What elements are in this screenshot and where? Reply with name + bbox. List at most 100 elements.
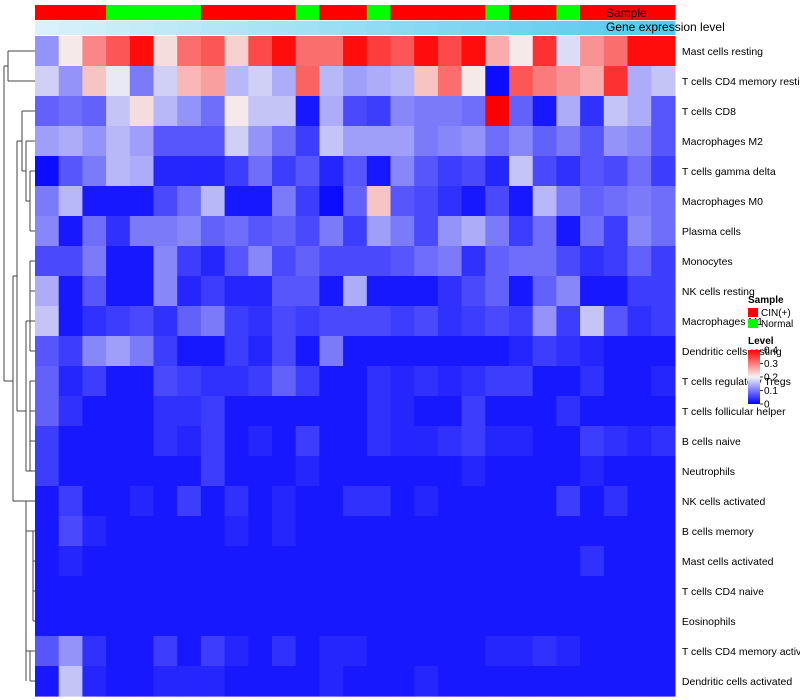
heatmap-cell — [319, 126, 344, 157]
heatmap-cell — [177, 456, 202, 487]
heatmap-cell — [414, 666, 439, 697]
heatmap-cell — [177, 216, 202, 247]
heatmap-cell — [580, 306, 605, 337]
sample-cell — [272, 5, 297, 20]
heatmap-cell — [153, 366, 178, 397]
heatmap-cell — [509, 546, 534, 577]
heatmap-cell — [627, 486, 652, 517]
sample-cell — [532, 5, 557, 20]
heatmap-cell — [485, 306, 510, 337]
heatmap-cell — [366, 246, 392, 277]
heatmap-cell — [106, 276, 131, 307]
heatmap-cell — [485, 366, 510, 397]
heatmap-cell — [319, 306, 344, 337]
heatmap-cell — [556, 606, 581, 637]
heatmap-cell — [177, 36, 202, 67]
heatmap-cell — [153, 666, 178, 697]
heatmap-cell — [556, 456, 581, 487]
heatmap-cell — [532, 276, 557, 307]
heatmap-cell — [366, 36, 392, 67]
heatmap-cell — [532, 36, 557, 67]
heatmap-cell — [556, 396, 581, 427]
heatmap-cell — [509, 426, 534, 457]
heatmap-cell — [106, 306, 131, 337]
heatmap-cell — [461, 336, 486, 367]
heatmap-cell — [414, 186, 439, 217]
heatmap-cell — [651, 456, 676, 487]
heatmap-cell — [627, 306, 652, 337]
heatmap-cell — [295, 36, 320, 67]
heatmap-cell — [129, 606, 155, 637]
heatmap-cell — [106, 636, 131, 667]
heatmap-cell — [509, 306, 534, 337]
heatmap-cell — [200, 216, 226, 247]
sample-cell — [651, 5, 676, 20]
heatmap-cell — [177, 426, 202, 457]
heatmap-cell — [295, 126, 320, 157]
heatmap-cell — [651, 486, 676, 517]
heatmap-cell — [414, 96, 439, 127]
sample-cell — [224, 5, 249, 20]
heatmap-cell — [532, 306, 557, 337]
heatmap-cell — [556, 126, 581, 157]
heatmap-cell — [272, 216, 297, 247]
heatmap-cell — [461, 96, 486, 127]
heatmap-cell — [603, 216, 629, 247]
heatmap-cell — [272, 96, 297, 127]
heatmap-cell — [200, 186, 226, 217]
heatmap-cell — [224, 306, 249, 337]
sample-cell — [461, 5, 486, 20]
heatmap-cell — [129, 666, 155, 697]
level-tick-label: 0 — [764, 400, 770, 411]
expression-cell — [366, 21, 392, 35]
heatmap-cell — [224, 126, 249, 157]
heatmap-cell — [106, 36, 131, 67]
expression-cell — [437, 21, 463, 35]
heatmap-cell — [627, 66, 652, 97]
heatmap-cell — [651, 246, 676, 277]
row-label: T cells CD4 memory resting — [682, 76, 800, 88]
heatmap-cell — [461, 156, 486, 187]
heatmap-cell — [414, 36, 439, 67]
row-label: NK cells resting — [682, 286, 755, 298]
heatmap-cell — [461, 186, 486, 217]
heatmap-cell — [532, 246, 557, 277]
heatmap-cell — [343, 36, 368, 67]
heatmap-cell — [319, 186, 344, 217]
heatmap-cell — [129, 636, 155, 667]
heatmap-cell — [343, 396, 368, 427]
heatmap-cell — [556, 636, 581, 667]
heatmap-cell — [58, 66, 83, 97]
sample-cell — [35, 5, 60, 20]
heatmap-cell — [509, 156, 534, 187]
heatmap-cell — [82, 186, 107, 217]
heatmap-cell — [627, 426, 652, 457]
sample-cell — [485, 5, 510, 20]
heatmap-cell — [295, 396, 320, 427]
heatmap-cell — [177, 126, 202, 157]
heatmap-cell — [58, 606, 83, 637]
heatmap-cell — [485, 126, 510, 157]
heatmap-cell — [580, 426, 605, 457]
heatmap-cell — [224, 186, 249, 217]
heatmap-cell — [437, 366, 463, 397]
heatmap-cell — [106, 396, 131, 427]
heatmap-cell — [295, 156, 320, 187]
heatmap-cell — [200, 516, 226, 547]
legend-level-ticks: 0.4 0.3 0.2 0.1 0 — [760, 346, 778, 411]
heatmap-cell — [82, 576, 107, 607]
heatmap-cell — [224, 396, 249, 427]
heatmap-cell — [603, 606, 629, 637]
heatmap-cell — [366, 396, 392, 427]
heatmap-cell — [390, 216, 415, 247]
heatmap-cell — [485, 456, 510, 487]
heatmap-cell — [58, 486, 83, 517]
heatmap-cell — [58, 126, 83, 157]
heatmap-cell — [651, 516, 676, 547]
heatmap-cell — [35, 366, 60, 397]
expression-cell — [532, 21, 557, 35]
heatmap-cell — [224, 276, 249, 307]
heatmap-cell — [35, 156, 60, 187]
heatmap-cell — [35, 396, 60, 427]
heatmap-cell — [437, 216, 463, 247]
